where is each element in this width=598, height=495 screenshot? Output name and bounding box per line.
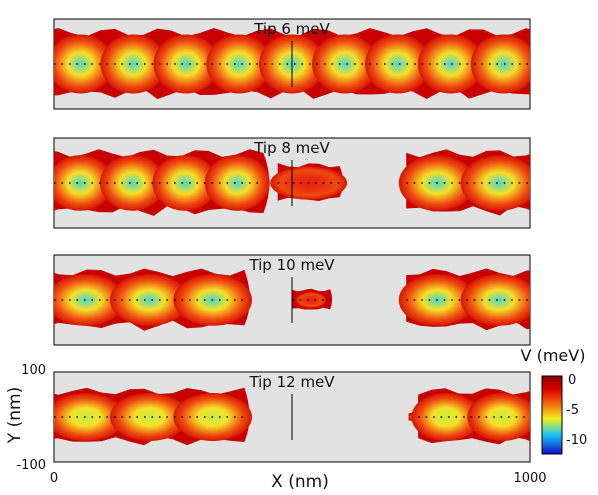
potential-lobe — [100, 155, 165, 211]
potential-lobe — [417, 34, 484, 94]
panel-title: Tip 6 meV — [253, 20, 330, 38]
x-tick-end: 1000 — [513, 471, 546, 486]
panel-2: Tip 8 meV — [53, 137, 531, 229]
colorbar-label: V (meV) — [521, 346, 586, 365]
panel-1: Tip 6 meV — [53, 18, 531, 110]
potential-lobe — [460, 274, 530, 326]
panel-3: Tip 10 meV — [53, 254, 531, 346]
potential-lobe — [54, 393, 125, 441]
x-tick-start: 0 — [50, 471, 58, 486]
potential-lobe — [153, 34, 219, 94]
potential-lobe — [467, 393, 530, 441]
panel-title: Tip 10 meV — [248, 256, 335, 274]
colorbar-tick-10: -10 — [566, 433, 587, 448]
panel-4: Tip 12 meV — [53, 371, 531, 463]
potential-lobe — [100, 34, 167, 94]
y-axis-label: Y (nm) — [5, 387, 25, 444]
potential-lobe — [206, 34, 272, 94]
panel-title: Tip 12 meV — [248, 373, 335, 391]
panels: Tip 6 meV Tip 8 meV Tip 10 meV Tip 12 meV — [53, 18, 531, 463]
potential-lobe — [109, 274, 189, 326]
potential-lobe — [312, 34, 378, 94]
colorbar-gradient — [541, 375, 563, 455]
potential-lobe — [54, 34, 114, 94]
potential-lobe — [470, 34, 530, 94]
colorbar-tick-0: 0 — [568, 373, 576, 388]
x-axis-label: X (nm) — [271, 472, 329, 492]
y-tick-bottom: -100 — [16, 458, 46, 473]
potential-lobe — [411, 393, 481, 441]
panel-title: Tip 8 meV — [253, 139, 330, 157]
potential-lobe — [204, 155, 270, 211]
potential-lobe — [54, 155, 113, 211]
colorbar-tick-5: -5 — [566, 403, 579, 418]
potential-lobe — [295, 292, 327, 308]
potential-lobe — [460, 155, 530, 211]
colorbar: V (meV) 0 -5 -10 — [521, 346, 587, 455]
potential-lobe — [365, 34, 431, 94]
y-tick-top: 100 — [21, 363, 46, 378]
potential-lobe — [109, 393, 189, 441]
potential-lobe — [152, 155, 218, 211]
potential-lobe — [54, 274, 125, 326]
